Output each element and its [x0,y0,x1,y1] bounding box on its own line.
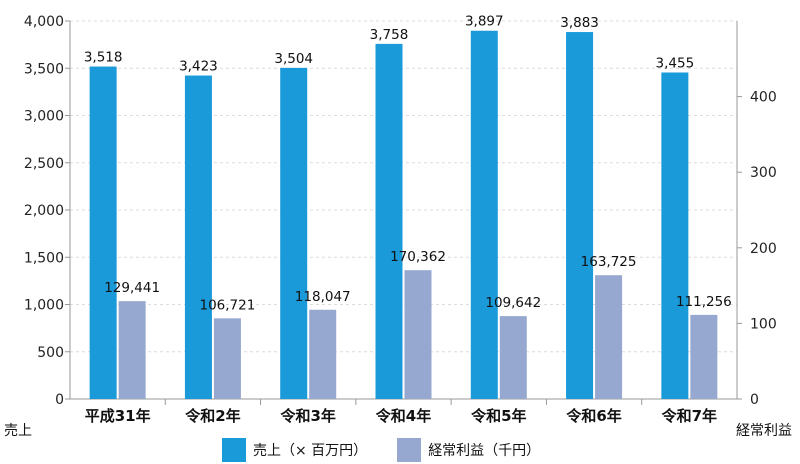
bar-profit [404,270,432,399]
legend-item-sales: 売上（× 百万円） [222,438,367,462]
category-label: 令和2年 [185,407,240,425]
data-label-profit: 129,441 [104,280,160,296]
right-axis-label: 経常利益 [736,423,792,439]
right-tick-label: 100 [750,316,777,332]
right-tick-label: 200 [750,241,777,257]
data-label-sales: 3,423 [179,59,218,75]
left-tick-label: 2,000 [24,203,64,219]
data-label-sales: 3,883 [560,15,599,31]
bar-profit [499,316,527,399]
data-label-sales: 3,758 [370,27,409,43]
data-label-profit: 106,721 [200,297,256,313]
bar-profit [309,309,337,399]
category-label: 令和3年 [280,407,335,425]
left-tick-label: 3,500 [24,61,64,77]
category-label: 平成31年 [85,407,151,425]
category-label: 令和6年 [566,407,621,425]
bar-profit [118,301,146,399]
data-label-sales: 3,455 [656,56,695,72]
bar-sales [280,67,308,399]
data-label-profit: 109,642 [485,295,541,311]
category-label: 令和4年 [376,407,431,425]
left-tick-label: 4,000 [24,14,64,30]
category-label: 令和5年 [471,407,526,425]
data-label-sales: 3,504 [274,51,313,67]
data-label-profit: 163,725 [581,254,637,270]
left-tick-label: 2,500 [24,156,64,172]
bar-profit [595,275,623,399]
data-label-sales: 3,897 [465,14,504,30]
legend: 売上（× 百万円） 経常利益（千円） [222,437,540,463]
legend-swatch-sales [222,438,246,462]
right-tick-label: 0 [750,392,759,408]
legend-label-sales: 売上（× 百万円） [253,443,368,459]
left-tick-label: 1,000 [24,298,64,314]
bar-sales [566,32,594,400]
data-label-sales: 3,518 [84,50,123,66]
left-tick-label: 1,500 [24,250,64,266]
category-label: 令和7年 [662,407,717,425]
data-label-profit: 170,362 [390,249,446,265]
bar-profit [213,318,241,399]
bar-sales [470,30,498,400]
right-tick-label: 400 [750,90,777,106]
bar-profit [690,314,718,399]
right-tick-label: 300 [750,165,777,181]
bar-sales [184,75,212,400]
data-label-profit: 118,047 [295,289,351,305]
left-tick-label: 500 [37,345,64,361]
legend-swatch-profit [397,438,422,462]
legend-item-profit: 経常利益（千円） [397,438,540,462]
bar-sales [89,66,117,399]
left-tick-label: 3,000 [24,109,64,125]
data-label-profit: 111,256 [676,294,732,310]
bar-sales [661,72,689,399]
legend-label-profit: 経常利益（千円） [428,443,541,459]
left-axis-label: 売上 [4,423,32,439]
left-tick-label: 0 [55,392,64,408]
bar-sales [375,43,403,400]
